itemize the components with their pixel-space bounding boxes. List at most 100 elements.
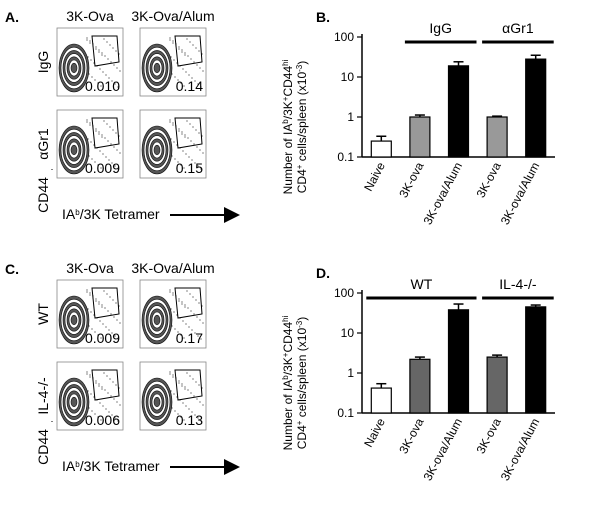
dot (169, 373, 171, 375)
group-label: WT (411, 276, 433, 292)
dot (182, 150, 184, 152)
dot (98, 383, 100, 385)
dot (114, 165, 116, 167)
dot (105, 74, 107, 76)
dot (90, 59, 92, 61)
dot (101, 54, 103, 56)
dot (88, 73, 90, 75)
bar (525, 58, 547, 158)
dot (98, 133, 100, 135)
dot (199, 149, 201, 151)
dot (86, 119, 88, 121)
dot (185, 71, 187, 73)
y-axis-title-part: + (281, 352, 290, 357)
dot (183, 419, 185, 421)
dot (98, 131, 100, 133)
dot (100, 337, 102, 339)
dot (190, 392, 192, 394)
dot (184, 388, 186, 390)
y-tick-label: 0.1 (337, 406, 354, 420)
dot (173, 59, 175, 61)
dot (190, 58, 192, 60)
dot (190, 140, 192, 142)
dot (101, 388, 103, 390)
dot (178, 46, 180, 48)
dot (89, 124, 91, 126)
dot (86, 291, 88, 293)
dot (97, 416, 99, 418)
dot (91, 158, 93, 160)
bar (409, 358, 431, 414)
dot (191, 411, 193, 413)
dot (177, 79, 179, 81)
gate (174, 369, 203, 401)
contour (70, 314, 78, 326)
dot (172, 42, 174, 44)
bar (447, 65, 470, 158)
dot (103, 372, 105, 374)
y-axis-title-part: CD4 (295, 169, 309, 193)
gate-value: 0.009 (85, 160, 120, 176)
dot (108, 329, 110, 331)
x-axis-label-part: /3K Tetramer (80, 458, 160, 474)
bar (409, 116, 431, 158)
dot (196, 316, 198, 318)
dot (193, 143, 195, 145)
dot (188, 408, 190, 410)
dot (105, 408, 107, 410)
dot (90, 141, 92, 143)
y-axis-title-part: cells/spleen (x10 (295, 72, 309, 165)
gate (91, 35, 120, 67)
x-tick-label: 3K-ova/Alum (421, 160, 466, 227)
dot (198, 132, 200, 134)
x-tick-label: Naive (361, 416, 388, 450)
dot (99, 150, 101, 152)
dot (115, 302, 117, 304)
dot (184, 386, 186, 388)
dot (174, 158, 176, 160)
bar (447, 309, 470, 414)
dot (90, 311, 92, 313)
dot (184, 136, 186, 138)
gate-value: 0.17 (176, 330, 203, 346)
y-tick-label: 10 (341, 326, 355, 340)
y-axis-title-part: b (281, 375, 290, 380)
gate (174, 117, 203, 149)
dot (198, 302, 200, 304)
dot (192, 44, 194, 46)
dot (184, 304, 186, 306)
dot (170, 390, 172, 392)
group-label: αGr1 (502, 20, 534, 36)
dot (186, 38, 188, 40)
dot (114, 417, 116, 419)
dot (189, 293, 191, 295)
dot (86, 39, 88, 41)
dot (183, 167, 185, 169)
dot (107, 58, 109, 60)
flow-density (58, 289, 121, 345)
dot (104, 307, 106, 309)
dot (189, 41, 191, 43)
dot (191, 159, 193, 161)
dot (169, 289, 171, 291)
dot (119, 152, 121, 154)
dot (189, 375, 191, 377)
dot (109, 296, 111, 298)
dot (172, 124, 174, 126)
dot (95, 130, 97, 132)
dot (112, 381, 114, 383)
x-tick-label: 3K-ova (396, 160, 426, 200)
dot (185, 153, 187, 155)
dot (95, 128, 97, 130)
dot (186, 290, 188, 292)
dot (88, 407, 90, 409)
dot (111, 414, 113, 416)
y-axis-title-part: CD4 (295, 425, 309, 449)
dot (89, 40, 91, 42)
dot (106, 123, 108, 125)
dot (98, 49, 100, 51)
dot (189, 123, 191, 125)
dot (91, 410, 93, 412)
x-tick-label: 3K-ova (474, 416, 504, 456)
dot (184, 134, 186, 136)
